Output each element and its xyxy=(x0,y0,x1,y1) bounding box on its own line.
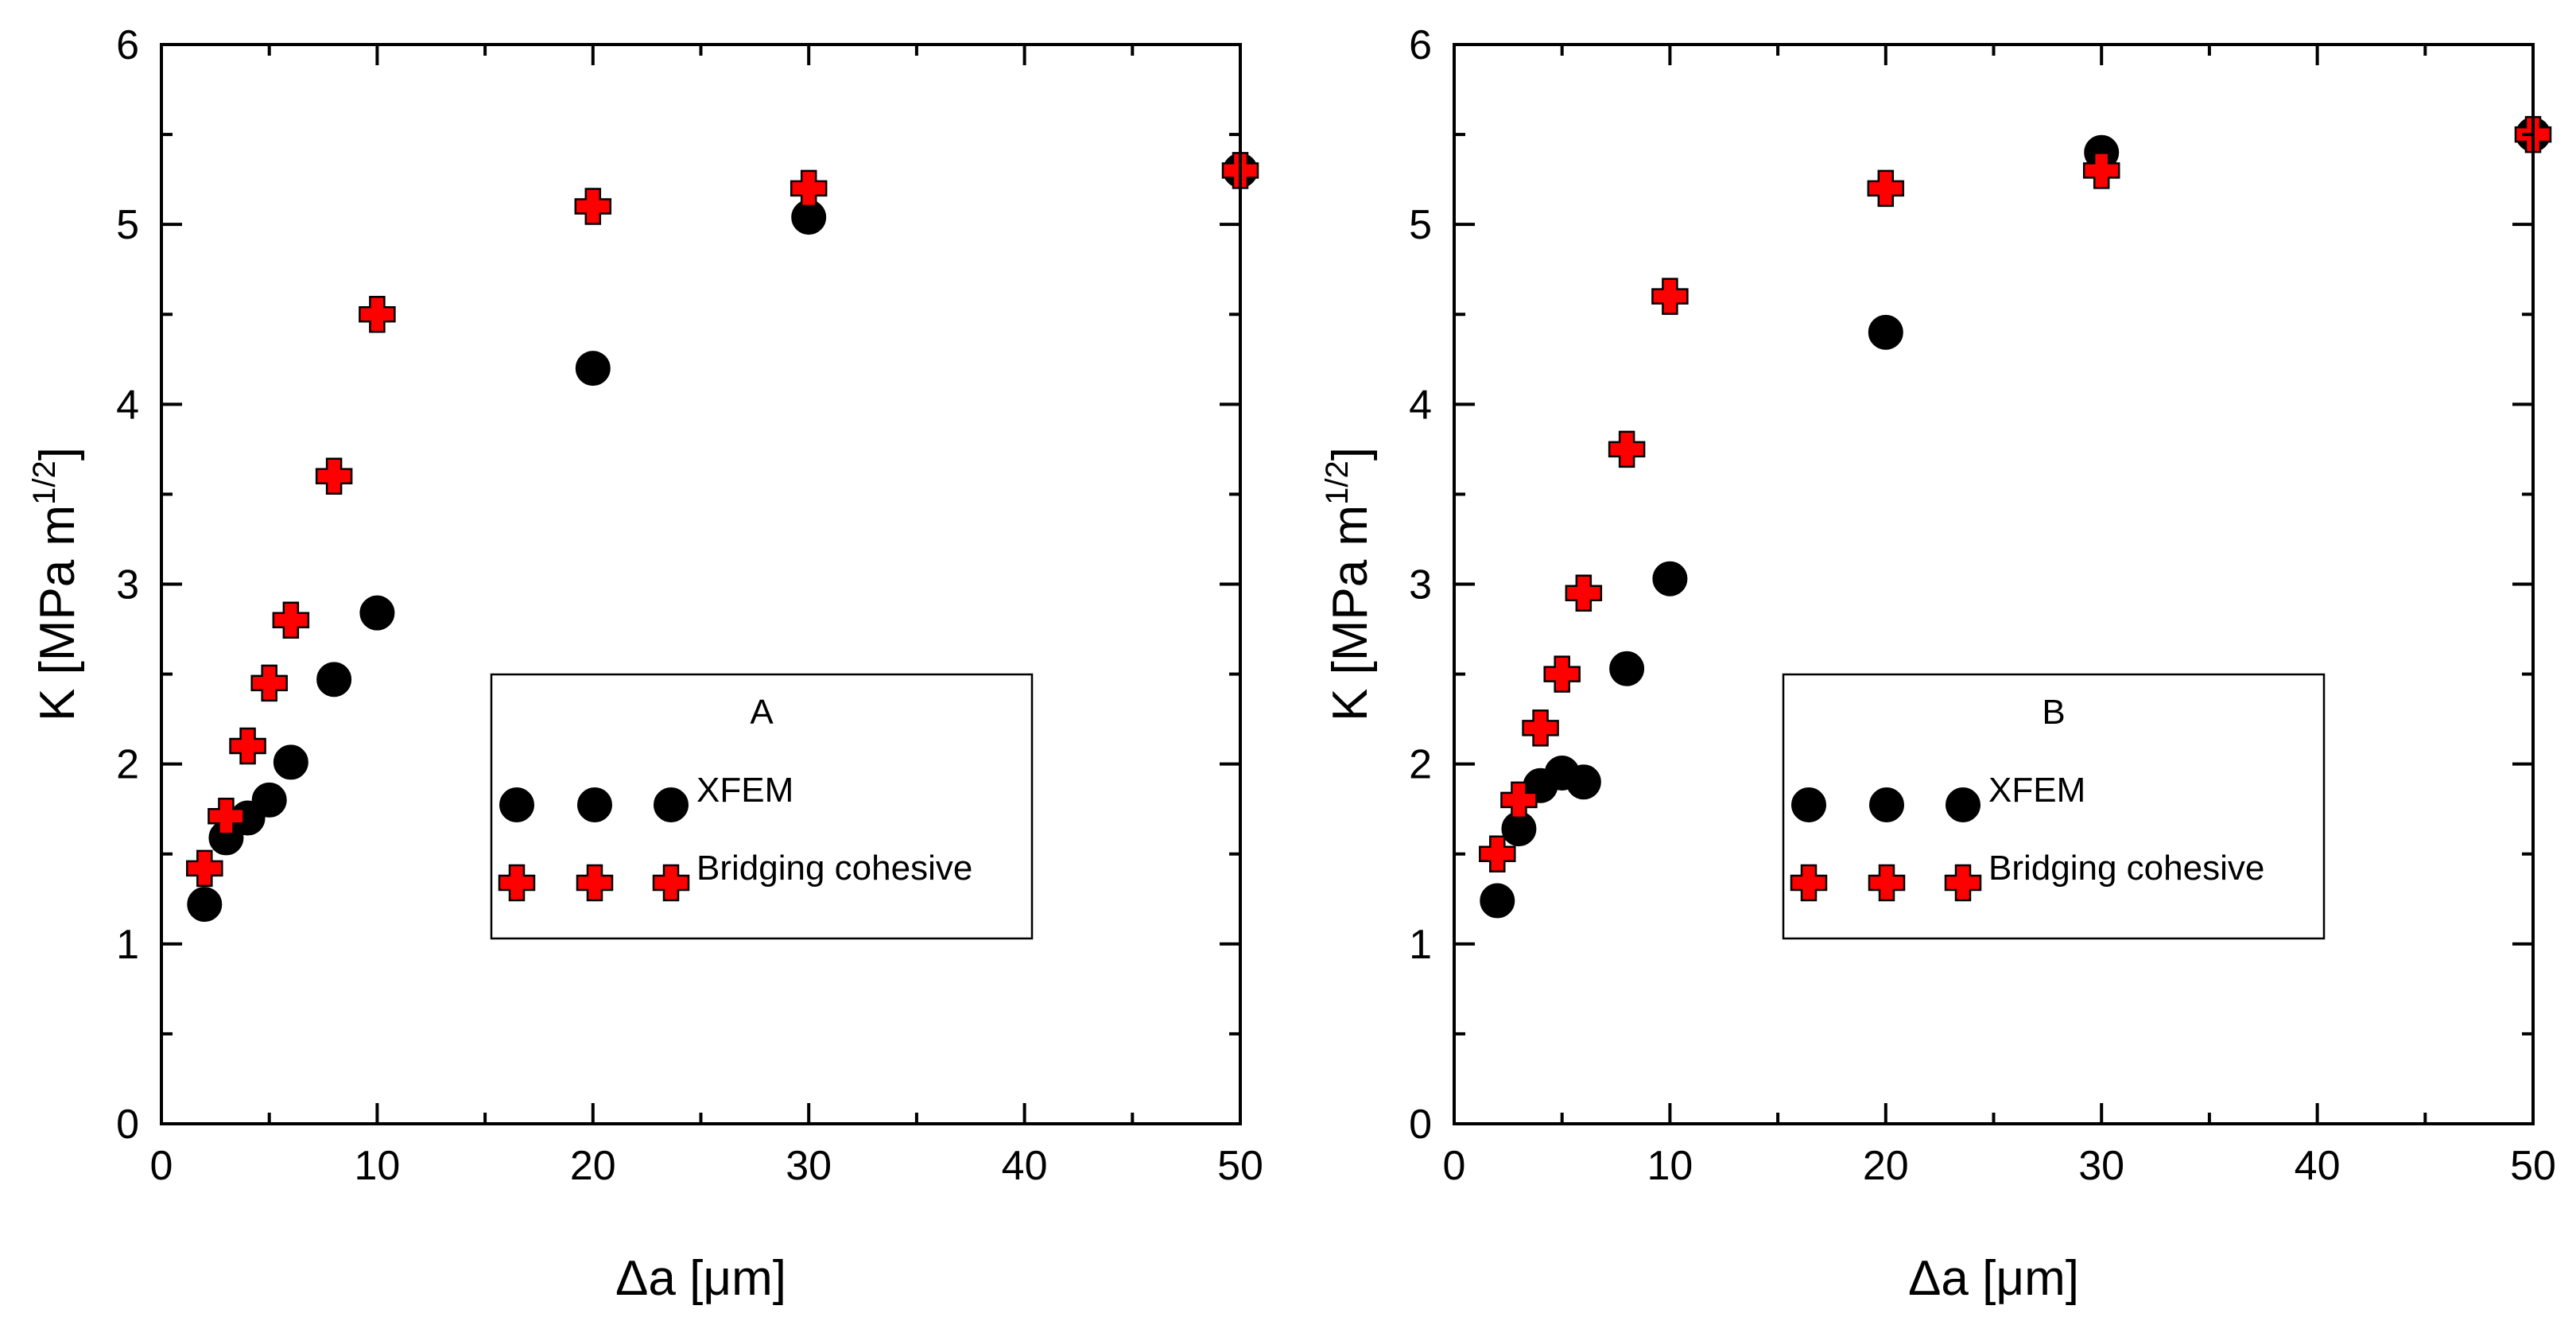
data-point-xfem xyxy=(187,887,223,923)
y-axis-title-close: ] xyxy=(30,447,85,460)
x-tick-label: 0 xyxy=(150,1143,173,1189)
data-point-bridging-cohesive xyxy=(250,664,288,702)
x-tick-label: 20 xyxy=(570,1143,616,1189)
data-point-bridging-cohesive xyxy=(1608,430,1646,468)
data-point-xfem xyxy=(575,351,611,387)
y-tick-label: 3 xyxy=(1409,562,1432,608)
y-tick-label: 0 xyxy=(116,1102,139,1148)
data-point-bridging-cohesive xyxy=(315,457,353,495)
legend-xfem-marker xyxy=(577,787,612,822)
panel-b-axes: 0 10 20 30 40 50 0 1 2 3 4 5 6 xyxy=(1409,22,2556,1189)
legend-cohesive-marker xyxy=(652,864,690,902)
panel-b-legend: B XFEM Bridging cohesive xyxy=(1782,673,2326,940)
data-point-xfem xyxy=(1652,561,1688,596)
data-point-xfem xyxy=(1609,651,1645,686)
x-axis-title: Δa [μm] xyxy=(615,1251,786,1306)
data-point-bridging-cohesive xyxy=(1479,835,1516,872)
data-point-xfem xyxy=(1480,883,1515,919)
x-axis-title: Δa [μm] xyxy=(1908,1251,2079,1306)
x-tick-label: 40 xyxy=(1002,1143,1048,1189)
x-tick-label: 30 xyxy=(786,1143,832,1189)
legend-label-xfem: XFEM xyxy=(696,771,793,810)
y-tick-label: 5 xyxy=(1409,202,1432,248)
data-point-bridging-cohesive xyxy=(1522,709,1559,747)
y-tick-label: 2 xyxy=(1409,742,1432,788)
data-point-xfem xyxy=(316,662,352,697)
x-tick-label: 10 xyxy=(1647,1143,1693,1189)
y-tick-label: 1 xyxy=(1409,922,1432,968)
y-tick-label: 0 xyxy=(1409,1102,1432,1148)
legend-cohesive-marker xyxy=(1790,864,1828,902)
legend-cohesive-marker xyxy=(1944,864,1982,902)
data-point-xfem xyxy=(359,595,395,631)
legend-cohesive-symbols xyxy=(498,864,690,902)
legend-label-bridging-cohesive: Bridging cohesive xyxy=(1988,849,2264,888)
data-point-bridging-cohesive xyxy=(1543,655,1581,693)
panel-a-marks xyxy=(186,152,1259,923)
legend-label-xfem: XFEM xyxy=(1988,771,2085,810)
legend-xfem-symbols xyxy=(1791,787,1980,822)
data-point-bridging-cohesive xyxy=(1500,781,1538,819)
x-tick-label: 30 xyxy=(2078,1143,2124,1189)
x-tick-label: 40 xyxy=(2295,1143,2341,1189)
y-tick-label: 2 xyxy=(116,742,139,788)
data-point-bridging-cohesive xyxy=(186,849,223,888)
y-axis-title: K [MPa m1/2] xyxy=(27,447,85,721)
y-tick-label: 6 xyxy=(116,22,139,68)
panel-a: A XFEM Bridging cohesive 0 10 20 30 40 50 0 1 2 3… xyxy=(27,22,1263,1306)
legend-title: B xyxy=(2042,693,2065,732)
y-axis-title-close: ] xyxy=(1323,447,1378,460)
panel-a-legend: A XFEM Bridging cohesive xyxy=(490,673,1034,940)
legend-cohesive-marker xyxy=(1868,864,1906,902)
legend-cohesive-symbols xyxy=(1790,864,1982,902)
data-point-xfem xyxy=(1868,314,1903,350)
legend-xfem-marker xyxy=(654,787,689,822)
plot-frame xyxy=(160,43,1242,1125)
legend-xfem-marker xyxy=(499,787,534,822)
legend-xfem-marker xyxy=(1791,787,1826,822)
data-point-bridging-cohesive xyxy=(789,169,828,208)
y-axis-title-base: K [MPa m xyxy=(1323,505,1378,721)
legend-cohesive-marker xyxy=(498,864,536,902)
legend-cohesive-marker xyxy=(576,864,614,902)
data-point-xfem xyxy=(1565,764,1601,800)
legend-title: A xyxy=(750,693,774,732)
y-axis-title: K [MPa m1/2] xyxy=(1320,447,1378,721)
x-tick-label: 10 xyxy=(354,1143,400,1189)
y-tick-label: 4 xyxy=(1409,382,1432,428)
legend-label-bridging-cohesive: Bridging cohesive xyxy=(696,849,972,888)
data-point-bridging-cohesive xyxy=(574,188,612,225)
data-point-bridging-cohesive xyxy=(2082,152,2120,189)
data-point-bridging-cohesive xyxy=(229,727,266,765)
y-tick-label: 3 xyxy=(116,562,139,608)
x-tick-label: 50 xyxy=(1217,1143,1263,1189)
data-point-bridging-cohesive xyxy=(208,798,245,835)
legend-xfem-symbols xyxy=(499,787,689,822)
y-axis-title-superscript: 1/2 xyxy=(27,460,62,505)
panel-a-axes: 0 10 20 30 40 50 0 1 2 3 4 5 6 xyxy=(116,22,1263,1189)
data-point-bridging-cohesive xyxy=(359,296,396,333)
y-axis-title-superscript: 1/2 xyxy=(1320,460,1355,505)
y-axis-title-base: K [MPa m xyxy=(30,505,85,721)
y-tick-label: 6 xyxy=(1409,22,1432,68)
panel-b: B XFEM Bridging cohesive 0 10 20 30 40 50 0 1 2 3… xyxy=(1320,22,2556,1306)
y-tick-label: 4 xyxy=(116,382,139,428)
data-point-bridging-cohesive xyxy=(1651,278,1689,315)
data-point-bridging-cohesive xyxy=(1565,574,1603,612)
legend-xfem-marker xyxy=(1946,787,1980,822)
data-point-bridging-cohesive xyxy=(1867,169,1905,208)
plot-frame xyxy=(1453,43,2535,1125)
data-point-xfem xyxy=(273,744,308,780)
data-point-bridging-cohesive xyxy=(272,601,310,639)
y-tick-label: 5 xyxy=(116,202,139,248)
legend-xfem-marker xyxy=(1869,787,1904,822)
y-tick-label: 1 xyxy=(116,922,139,968)
x-tick-label: 0 xyxy=(1443,1143,1466,1189)
data-point-xfem xyxy=(251,782,287,818)
x-tick-label: 50 xyxy=(2510,1143,2556,1189)
x-tick-label: 20 xyxy=(1863,1143,1909,1189)
